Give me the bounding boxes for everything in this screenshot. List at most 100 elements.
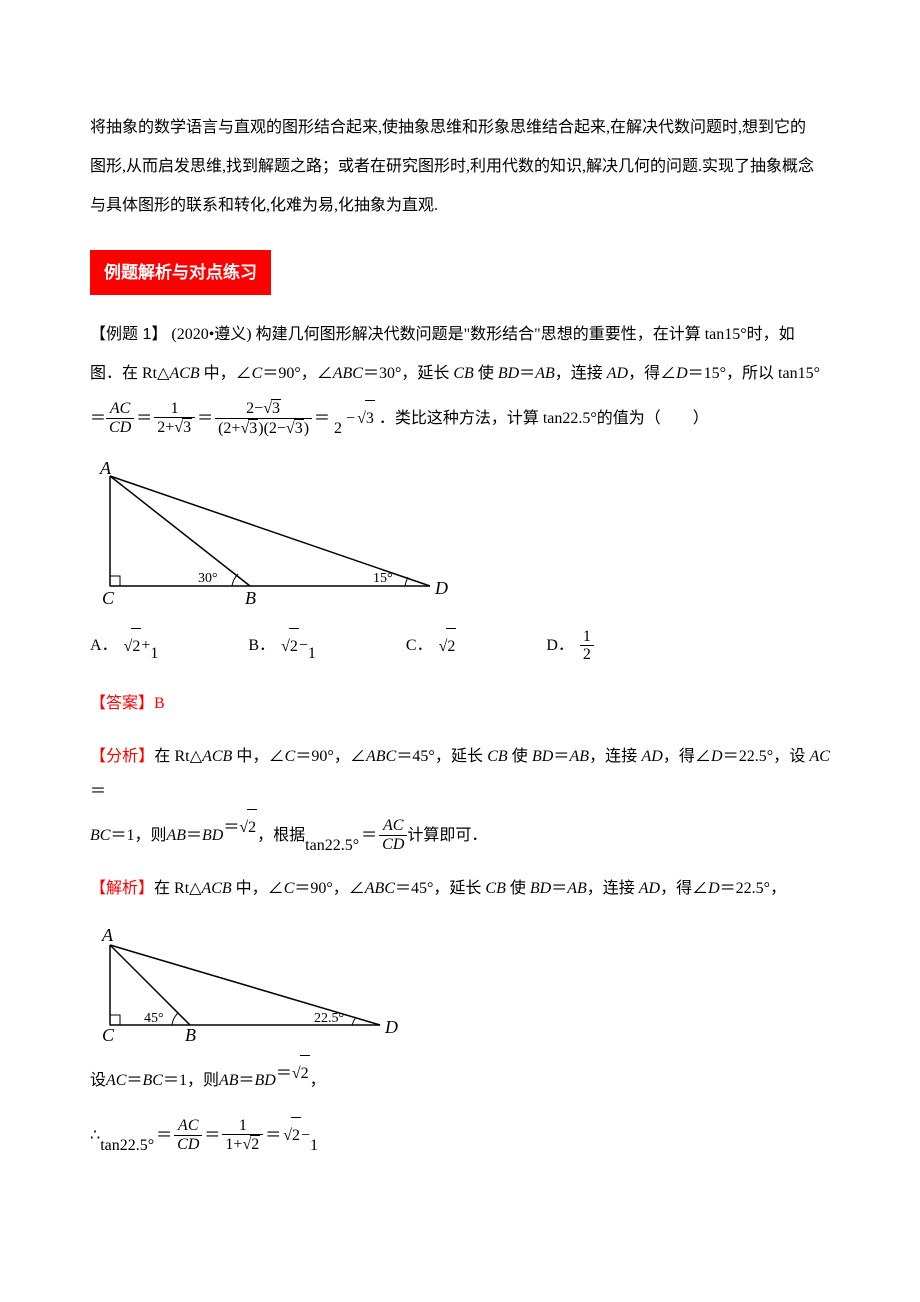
sol-d: D: [708, 880, 720, 897]
fin-l1a: 设: [90, 1063, 106, 1098]
fin-bc: BC: [142, 1063, 162, 1098]
analysis-label: 【分析】: [90, 748, 154, 765]
fin-res-minus: −: [301, 1118, 310, 1153]
sol-ta: 在 Rt△: [154, 880, 201, 897]
ana-t1: 在 Rt△: [154, 748, 202, 765]
fin-eq2: ＝: [204, 1118, 220, 1153]
svg-text:C: C: [102, 588, 115, 606]
fin-tan: tan22.5°: [100, 1128, 154, 1163]
choice-d: D． 1 2: [546, 628, 594, 664]
ana-t4: ＝45°，延长: [396, 748, 487, 765]
ana-t7: ，连接: [589, 748, 641, 765]
ana-abc: ABC: [366, 748, 396, 765]
fin-l1e: ，: [310, 1063, 326, 1098]
problem-tail: ．类比这种方法，计算 tan22.5°的值为（ ）: [379, 401, 709, 436]
fin-frac-ac-cd: AC CD: [174, 1117, 202, 1153]
choice-d-label: D．: [546, 628, 574, 663]
angle-c: C: [252, 365, 263, 382]
choice-c: C． √2: [406, 628, 456, 664]
ana-bc: BC: [90, 818, 110, 853]
svg-text:22.5°: 22.5°: [314, 1011, 344, 1026]
choice-a-sqrt: √2: [124, 628, 142, 664]
problem-text-2g: ，连接: [555, 365, 607, 382]
choice-a: A． √2 + 1: [90, 628, 158, 664]
sol-bd: BD: [530, 880, 551, 897]
ana-l2f: ，根据: [257, 818, 305, 853]
ana-t10: ＝: [90, 783, 106, 800]
ana-tan: tan22.5°: [305, 828, 359, 863]
ana-ab2: AB: [166, 818, 186, 853]
answer-value: B: [154, 695, 165, 712]
fin-l1d: ＝: [239, 1063, 255, 1098]
ana-l2b: ＝1，则: [110, 818, 166, 853]
problem-text-2i: ＝15°，所以 tan15°: [688, 365, 820, 382]
svg-text:D: D: [384, 1017, 398, 1037]
solution-block: 【解析】在 Rt△ACB 中，∠C＝90°，∠ABC＝45°，延长 CB 使 B…: [90, 871, 830, 906]
seg-ab: AB: [535, 365, 555, 382]
eq-equals-2: ＝: [136, 401, 152, 436]
answer-line: 【答案】B: [90, 686, 830, 721]
intro-line-1: 将抽象的数学语言与直观的图形结合起来,使抽象思维和形象思维结合起来,在解决代数问…: [90, 110, 830, 145]
triangle-diagram-2: A C B D 45° 22.5°: [90, 925, 830, 1045]
sol-te: 使: [506, 880, 530, 897]
problem-text-2e: 使: [474, 365, 498, 382]
frac3-den: (2+√3)(2−√3): [215, 419, 312, 438]
sol-td: ＝45°，延长: [395, 880, 485, 897]
choice-c-label: C．: [406, 628, 433, 663]
choice-b-sub: 1: [308, 636, 316, 671]
answer-label: 【答案】: [90, 695, 154, 712]
fin-l1c: ＝1，则: [163, 1063, 219, 1098]
ana-l2g: 计算即可．: [407, 818, 487, 853]
frac-num-ac: AC: [106, 400, 134, 419]
choice-a-label: A．: [90, 628, 118, 663]
analysis-line2: BC＝1，则 AB＝BD ＝√2 ，根据 tan22.5° ＝ AC CD 计算…: [90, 817, 830, 853]
final-line-1: 设 AC＝BC＝1，则 AB＝BD ＝√2 ，: [90, 1063, 830, 1099]
seg-bd: BD: [498, 365, 519, 382]
angle-d: D: [676, 365, 688, 382]
sol-acb: ACB: [201, 880, 231, 897]
ana-bd2: BD: [202, 818, 223, 853]
ana-ac: AC: [810, 748, 830, 765]
seg-cb: CB: [453, 365, 473, 382]
fin-l1b: ＝: [126, 1063, 142, 1098]
fin-ac: AC: [106, 1063, 126, 1098]
fin-ab: AB: [219, 1063, 239, 1098]
problem-text-2b: 中，∠: [200, 365, 252, 382]
analysis-block: 【分析】在 Rt△ACB 中，∠C＝90°，∠ABC＝45°，延长 CB 使 B…: [90, 739, 830, 854]
frac-rationalized: 2−√3 (2+√3)(2−√3): [215, 399, 312, 437]
frac2-num: 1: [154, 400, 195, 419]
result-2: 2: [334, 411, 342, 446]
eq-equals-4: ＝: [314, 401, 330, 436]
ana-c: C: [285, 748, 296, 765]
problem-text-2a: 图．在 Rt△: [90, 365, 169, 382]
ana-frac-ac-cd: AC CD: [379, 817, 407, 853]
frac-den-cd: CD: [106, 419, 134, 437]
choice-a-sub: 1: [150, 636, 158, 671]
svg-text:C: C: [102, 1025, 115, 1045]
problem-text-2h: ，得∠: [628, 365, 676, 382]
eq-equals-1: ＝: [90, 401, 106, 436]
final-line-2: ∴ tan22.5° ＝ AC CD ＝ 1 1+√2 ＝ √2 − 1: [90, 1117, 830, 1154]
ana-ad: AD: [641, 748, 662, 765]
example-label: 【例题 1】: [90, 326, 167, 343]
ana-t3: ＝90°，∠: [295, 748, 366, 765]
svg-text:D: D: [434, 578, 448, 598]
answer-choices: A． √2 + 1 B． √2 − 1 C． √2 D． 1 2: [90, 628, 830, 664]
svg-text:30°: 30°: [198, 571, 218, 586]
problem-text-2d: ＝30°，延长: [363, 365, 453, 382]
svg-text:B: B: [185, 1025, 196, 1045]
eq-equals-3: ＝: [197, 401, 213, 436]
problem-text-2c: ＝90°，∠: [262, 365, 332, 382]
intro-line-2: 图形,从而启发思维,找到解题之路；或者在研究图形时,利用代数的知识,解决几何的问…: [90, 149, 830, 184]
ana-acb: ACB: [202, 748, 232, 765]
fin-eq1: ＝: [156, 1118, 172, 1153]
fin-bd: BD: [255, 1063, 276, 1098]
result-minus: −: [346, 401, 355, 436]
frac-1-2plus-sqrt3: 1 2+√3: [154, 400, 195, 437]
ana-eq5: ＝: [361, 818, 377, 853]
triangle-acb: ACB: [169, 365, 199, 382]
seg-ad: AD: [607, 365, 628, 382]
choice-d-frac: 1 2: [580, 628, 594, 664]
choice-b-sqrt: √2: [281, 628, 299, 664]
sol-cb: CB: [485, 880, 505, 897]
